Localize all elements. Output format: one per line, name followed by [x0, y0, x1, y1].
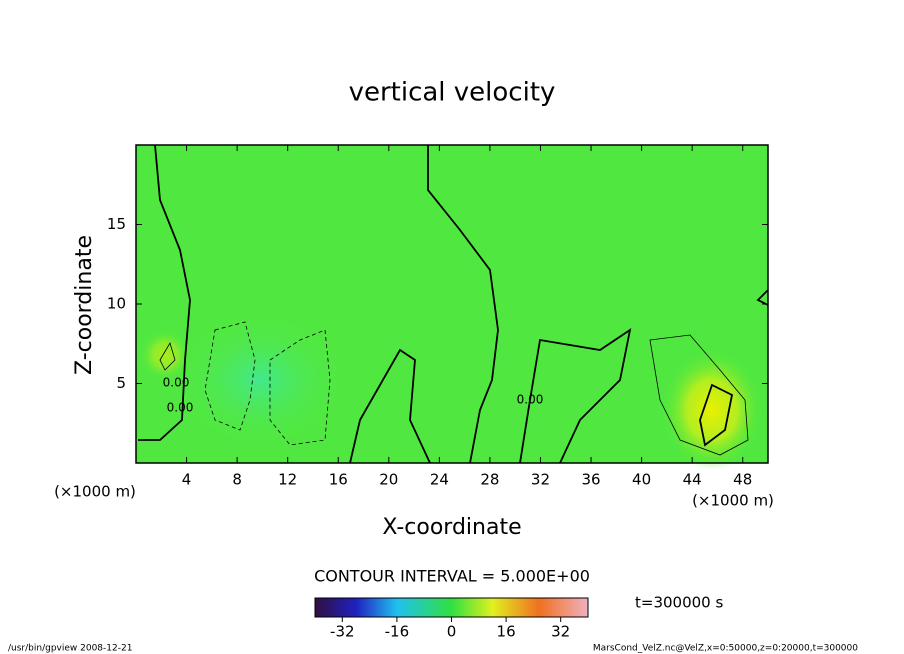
contours	[138, 144, 769, 464]
x-tick-label: 4	[182, 471, 192, 489]
x-tick-label: 12	[278, 471, 297, 489]
x-tick-label: 28	[480, 471, 499, 489]
contour-interval: CONTOUR INTERVAL = 5.000E+00	[314, 567, 590, 586]
colorbar-tick-label: 32	[551, 623, 570, 641]
y-axis-label: Z-coordinate	[72, 235, 97, 375]
x-unit-label: (×1000 m)	[54, 483, 136, 501]
x-tick-label: 36	[581, 471, 600, 489]
x-tick-label: 20	[379, 471, 398, 489]
time-label: t=300000 s	[635, 594, 723, 612]
colorbar-tick-label: 16	[497, 623, 516, 641]
contour-label: 0.00	[517, 393, 544, 407]
colorbar-tick-label: -16	[385, 623, 410, 641]
chart-title: vertical velocity	[349, 78, 556, 108]
colorbar-tick-label: 0	[447, 623, 457, 641]
x-tick-label: 32	[531, 471, 550, 489]
y-tick-label: 15	[107, 215, 126, 233]
footer-right: MarsCond_VelZ.nc@VelZ,x=0:50000,z=0:2000…	[593, 644, 858, 654]
colorbar	[314, 597, 589, 618]
y-tick-label: 5	[116, 374, 126, 392]
x-tick-label: 8	[232, 471, 242, 489]
x-axis-label: X-coordinate	[382, 515, 521, 540]
contour-label: 0.00	[167, 401, 194, 415]
x-tick-label: 48	[733, 471, 752, 489]
x-tick-label: 24	[430, 471, 449, 489]
field	[136, 145, 768, 470]
footer-left: /usr/bin/gpview 2008-12-21	[8, 644, 132, 654]
y-tick-label: 10	[107, 295, 126, 313]
colorbar-tick-label: -32	[330, 623, 355, 641]
x-tick-label: 16	[329, 471, 348, 489]
contour-label: 0.00	[163, 376, 190, 390]
x-tick-label: 44	[683, 471, 702, 489]
x-tick-label: 40	[632, 471, 651, 489]
x-unit-label: (×1000 m)	[692, 492, 774, 510]
